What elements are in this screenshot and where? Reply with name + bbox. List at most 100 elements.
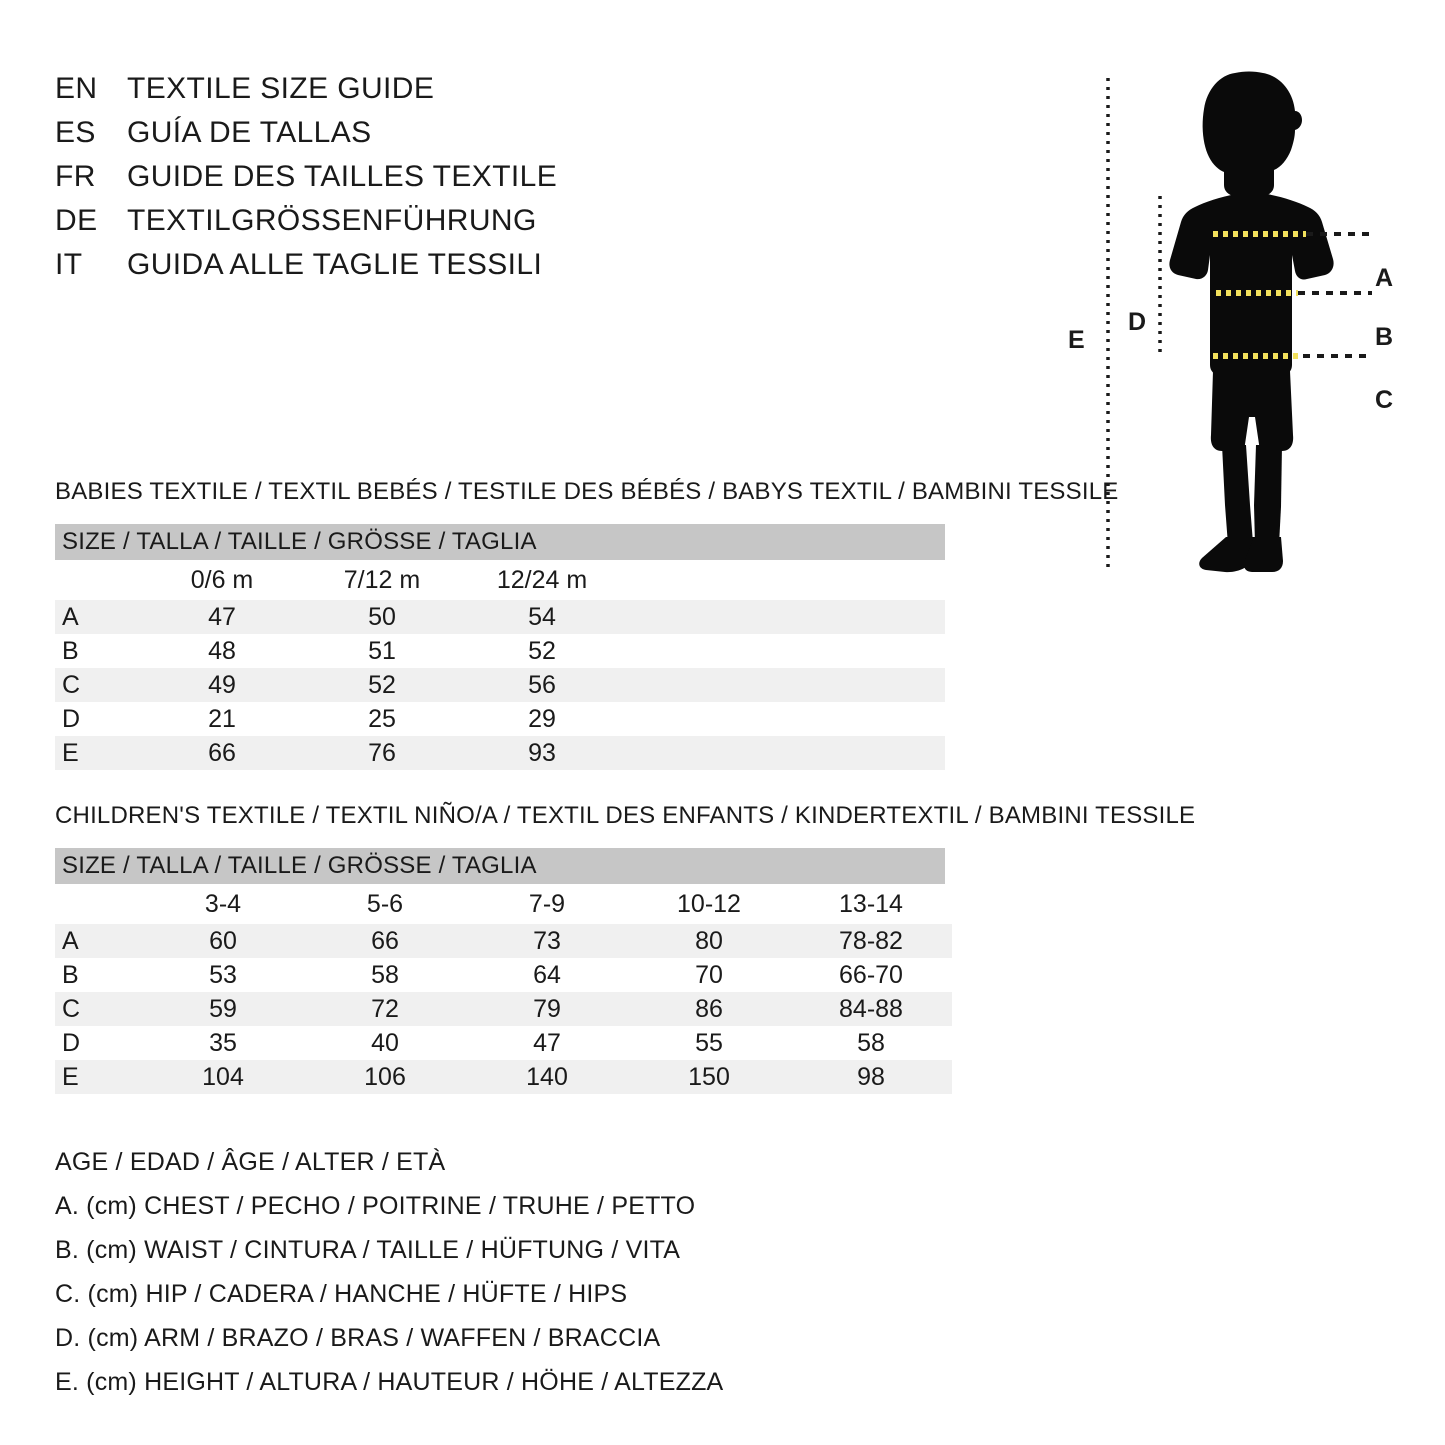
figure-label-a: A [1375,264,1394,292]
language-title-es: GUÍA DE TALLAS [127,116,372,149]
measurement-legend: AGE / EDAD / ÂGE / ALTER / ETÀ A. (cm) C… [55,1140,855,1404]
babies-cell-c-0: 49 [208,670,236,699]
children-cell-a-2: 73 [533,926,561,955]
table-row: B 48 51 52 [55,634,945,668]
babies-cell-a-0: 47 [208,602,236,631]
children-cell-c-1: 72 [371,994,399,1023]
babies-row-spacer-c [622,668,945,702]
table-row: A 60 66 73 80 78-82 [55,924,952,958]
babies-column-header-row: 0/6 m 7/12 m 12/24 m [55,560,945,600]
children-cell-e-2: 140 [526,1062,568,1091]
children-cell-b-0: 53 [209,960,237,989]
legend-line-e-height: E. (cm) HEIGHT / ALTURA / HAUTEUR / HÖHE… [55,1368,724,1396]
babies-header-spacer [622,560,945,600]
children-cell-e-0: 104 [202,1062,244,1091]
babies-row-label-c: C [62,670,81,699]
language-title-fr: GUIDE DES TAILLES TEXTILE [127,160,558,193]
language-title-block: EN TEXTILE SIZE GUIDE ES GUÍA DE TALLAS … [55,72,695,292]
language-title-en: TEXTILE SIZE GUIDE [127,72,435,105]
children-textile-section: CHILDREN'S TEXTILE / TEXTIL NIÑO/A / TEX… [55,802,1196,1094]
language-code-fr: FR [55,160,96,193]
children-cell-c-4: 84-88 [839,994,903,1023]
children-cell-a-4: 78-82 [839,926,903,955]
children-row-label-e: E [62,1062,79,1091]
table-row: B 53 58 64 70 66-70 [55,958,952,992]
table-row: E 66 76 93 [55,736,945,770]
legend-line-c-hip: C. (cm) HIP / CADERA / HANCHE / HÜFTE / … [55,1280,628,1308]
language-row-fr: FR GUIDE DES TAILLES TEXTILE [55,160,695,204]
children-cell-a-0: 60 [209,926,237,955]
children-section-title: CHILDREN'S TEXTILE / TEXTIL NIÑO/A / TEX… [55,802,1196,829]
table-row: D 21 25 29 [55,702,945,736]
babies-row-spacer-d [622,702,945,736]
children-cell-d-1: 40 [371,1028,399,1057]
babies-column-header-2: 12/24 m [496,565,588,594]
babies-cell-c-2: 56 [528,670,556,699]
figure-label-c: C [1375,386,1394,414]
figure-label-d: D [1128,308,1147,336]
table-row: D 35 40 47 55 58 [55,1026,952,1060]
babies-cell-a-2: 54 [528,602,556,631]
language-code-es: ES [55,116,96,149]
children-cell-c-2: 79 [533,994,561,1023]
language-title-de: TEXTILGRÖSSENFÜHRUNG [127,204,537,237]
children-column-header-0: 3-4 [204,889,242,918]
babies-row-spacer-a [622,600,945,634]
babies-cell-b-0: 48 [208,636,236,665]
table-row: C 59 72 79 86 84-88 [55,992,952,1026]
children-size-table: 3-4 5-6 7-9 10-12 13-14 A 60 66 73 80 78… [55,884,952,1094]
legend-line-b-waist: B. (cm) WAIST / CINTURA / TAILLE / HÜFTU… [55,1236,681,1264]
children-cell-d-2: 47 [533,1028,561,1057]
children-cell-a-1: 66 [371,926,399,955]
legend-line-a-chest: A. (cm) CHEST / PECHO / POITRINE / TRUHE… [55,1192,696,1220]
babies-cell-b-2: 52 [528,636,556,665]
children-column-header-2: 7-9 [528,889,566,918]
babies-row-label-b: B [62,636,79,665]
children-cell-b-2: 64 [533,960,561,989]
babies-row-label-a: A [62,602,79,631]
children-cell-a-3: 80 [695,926,723,955]
babies-cell-e-1: 76 [368,738,396,767]
babies-row-spacer-b [622,634,945,668]
children-cell-d-0: 35 [209,1028,237,1057]
babies-size-header-label: SIZE / TALLA / TAILLE / GRÖSSE / TAGLIA [62,528,537,555]
language-row-it: IT GUIDA ALLE TAGLIE TESSILI [55,248,695,292]
language-row-es: ES GUÍA DE TALLAS [55,116,695,160]
language-title-it: GUIDA ALLE TAGLIE TESSILI [127,248,543,281]
children-size-header-bar: SIZE / TALLA / TAILLE / GRÖSSE / TAGLIA [55,848,945,884]
children-size-header-label: SIZE / TALLA / TAILLE / GRÖSSE / TAGLIA [62,852,537,879]
babies-row-spacer-e [622,736,945,770]
babies-cell-e-0: 66 [208,738,236,767]
babies-cell-c-1: 52 [368,670,396,699]
table-row: C 49 52 56 [55,668,945,702]
language-code-en: EN [55,72,98,105]
babies-section-title: BABIES TEXTILE / TEXTIL BEBÉS / TESTILE … [55,478,1119,505]
babies-column-header-0: 0/6 m [190,565,254,594]
children-cell-b-1: 58 [371,960,399,989]
children-cell-c-0: 59 [209,994,237,1023]
child-body-shape [1169,71,1334,573]
babies-cell-d-2: 29 [528,704,556,733]
children-cell-e-1: 106 [364,1062,406,1091]
children-cell-b-3: 70 [695,960,723,989]
language-row-en: EN TEXTILE SIZE GUIDE [55,72,695,116]
language-row-de: DE TEXTILGRÖSSENFÜHRUNG [55,204,695,248]
table-row: A 47 50 54 [55,600,945,634]
babies-cell-d-0: 21 [208,704,236,733]
children-column-header-1: 5-6 [366,889,404,918]
children-column-header-4: 13-14 [839,889,903,918]
children-cell-c-3: 86 [695,994,723,1023]
table-row: E 104 106 140 150 98 [55,1060,952,1094]
babies-cell-d-1: 25 [368,704,396,733]
children-cell-d-4: 58 [857,1028,885,1057]
children-column-header-3: 10-12 [677,889,741,918]
children-row-label-c: C [62,994,81,1023]
children-cell-e-3: 150 [688,1062,730,1091]
legend-line-age: AGE / EDAD / ÂGE / ALTER / ETÀ [55,1148,446,1176]
children-row-label-b: B [62,960,79,989]
legend-line-d-arm: D. (cm) ARM / BRAZO / BRAS / WAFFEN / BR… [55,1324,661,1352]
babies-row-label-d: D [62,704,81,733]
figure-label-b: B [1375,323,1394,351]
babies-cell-e-2: 93 [528,738,556,767]
figure-label-e: E [1068,326,1085,354]
